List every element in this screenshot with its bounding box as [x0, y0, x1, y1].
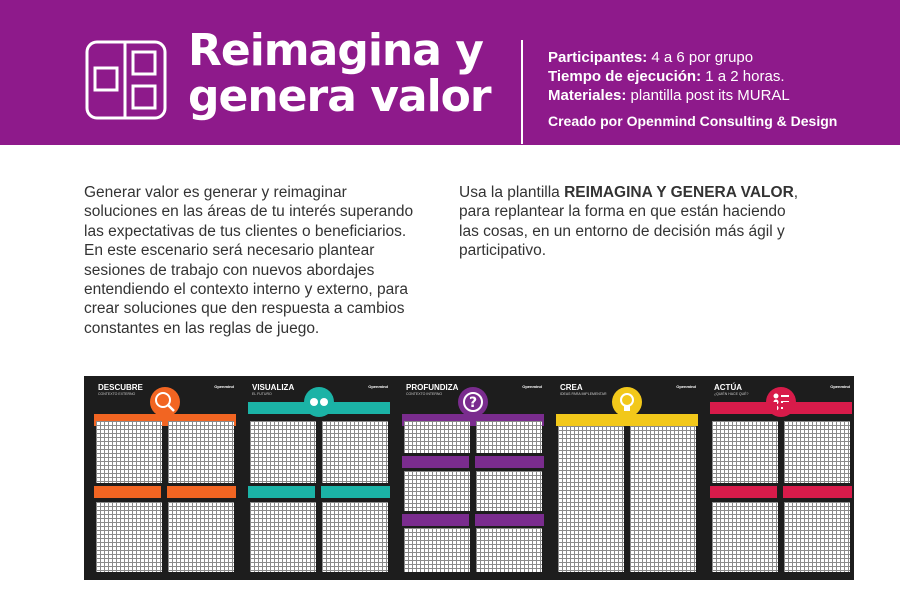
grid-area[interactable]: [250, 421, 316, 483]
panel-band: [248, 486, 315, 498]
panel-crea: CREA IDEAS PARA IMPLEMENTAR Openmind: [552, 376, 702, 580]
panel-band: [783, 402, 852, 414]
para2-template-name: REIMAGINA Y GENERA VALOR: [564, 184, 794, 201]
para2-suffix: , para replantear la forma en que están …: [459, 184, 799, 260]
panel-visualiza: VISUALIZA EL FUTURO Openmind: [244, 376, 394, 580]
panel-title: VISUALIZA: [252, 383, 295, 392]
grid-area[interactable]: [250, 502, 316, 572]
lightbulb-icon: [612, 387, 642, 417]
svg-text:?: ?: [469, 395, 477, 411]
panel-band: [710, 402, 777, 414]
session-info: Participantes: 4 a 6 por grupo Tiempo de…: [548, 48, 790, 105]
grid-area[interactable]: [476, 421, 542, 453]
panel-title: PROFUNDIZA: [406, 383, 459, 392]
grid-area[interactable]: [712, 502, 778, 572]
grid-area[interactable]: [168, 421, 234, 483]
grid-area[interactable]: [404, 528, 470, 572]
panel-subtitle: CONTEXTO INTERNO: [406, 392, 443, 396]
panel-band: [321, 486, 390, 498]
grid-area[interactable]: [322, 421, 388, 483]
materials-label: Materiales:: [548, 87, 627, 104]
title-line-1: Reimagina y: [188, 25, 484, 76]
title-line-2: genera valor: [188, 71, 492, 122]
grid-area[interactable]: [322, 502, 388, 572]
panel-profundiza: PROFUNDIZA CONTEXTO INTERNO Openmind ?: [398, 376, 548, 580]
grid-area[interactable]: [96, 421, 162, 483]
eyes-icon: [304, 387, 334, 417]
credit-text: Creado por Openmind Consulting & Design: [548, 113, 838, 129]
template-logo-icon: [85, 40, 167, 120]
grid-area[interactable]: [476, 528, 542, 572]
grid-area[interactable]: [404, 421, 470, 453]
time-label: Tiempo de ejecución:: [548, 68, 702, 85]
participants-value: 4 a 6 por grupo: [651, 49, 754, 66]
template-board: DESCUBRE CONTEXTO EXTERNO Openmind VISUA…: [84, 376, 854, 580]
panel-subtitle: CONTEXTO EXTERNO: [98, 392, 136, 396]
panel-band: [94, 486, 161, 498]
panel-title: ACTÚA: [714, 383, 742, 392]
panel-band: [710, 486, 777, 498]
grid-area[interactable]: [630, 426, 696, 572]
panel-subtitle: ¿QUIÉN HACE QUÉ?: [714, 392, 749, 396]
panel-brand: Openmind: [214, 384, 234, 389]
grid-area[interactable]: [784, 421, 850, 483]
panel-title: CREA: [560, 383, 583, 392]
header-banner: Reimagina y genera valor Participantes: …: [0, 0, 900, 145]
grid-area[interactable]: [168, 502, 234, 572]
panel-actua: ACTÚA ¿QUIÉN HACE QUÉ? Openmind: [706, 376, 856, 580]
panel-band: [402, 456, 469, 468]
panel-brand: Openmind: [522, 384, 542, 389]
grid-area[interactable]: [96, 502, 162, 572]
panel-band: [475, 514, 544, 526]
panel-band: [167, 486, 236, 498]
grid-area[interactable]: [558, 426, 624, 572]
panel-brand: Openmind: [368, 384, 388, 389]
panel-title: DESCUBRE: [98, 383, 143, 392]
panel-brand: Openmind: [830, 384, 850, 389]
panel-brand: Openmind: [676, 384, 696, 389]
grid-area[interactable]: [404, 471, 470, 511]
para2-prefix: Usa la plantilla: [459, 184, 565, 201]
panel-band: [556, 414, 698, 426]
intro-paragraph-1: Generar valor es generar y reimaginar so…: [84, 184, 414, 337]
question-icon: ?: [458, 387, 488, 417]
panel-subtitle: EL FUTURO: [252, 392, 272, 396]
participants-label: Participantes:: [548, 49, 648, 66]
panel-descubre: DESCUBRE CONTEXTO EXTERNO Openmind: [90, 376, 240, 580]
panel-band: [783, 486, 852, 498]
magnifier-icon: [150, 387, 180, 417]
panel-band: [475, 456, 544, 468]
intro-paragraph-2: Usa la plantilla REIMAGINA Y GENERA VALO…: [459, 183, 804, 261]
time-value: 1 a 2 horas.: [705, 68, 785, 85]
page-title: Reimagina y genera valor: [188, 25, 492, 122]
grid-area[interactable]: [476, 471, 542, 511]
header-divider: [521, 40, 523, 144]
panel-subtitle: IDEAS PARA IMPLEMENTAR: [560, 392, 607, 396]
materials-value: plantilla post its MURAL: [630, 87, 790, 104]
grid-area[interactable]: [712, 421, 778, 483]
grid-area[interactable]: [784, 502, 850, 572]
panel-band: [402, 514, 469, 526]
